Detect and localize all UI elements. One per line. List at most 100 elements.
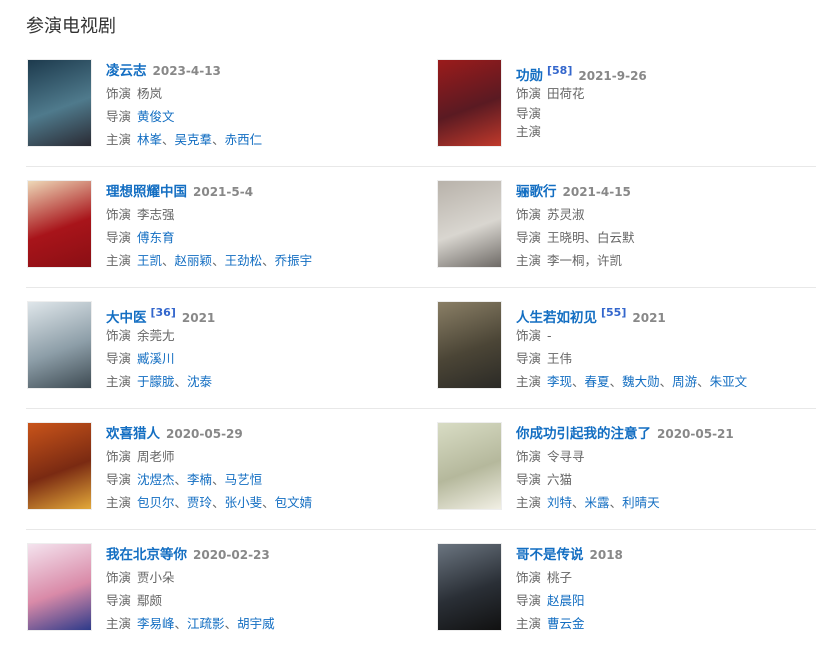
title-line: 欢喜猎人 2020-05-29 [106,423,312,445]
person-link[interactable]: 马艺恒 [224,472,263,487]
separator: 、 [174,616,188,631]
person-link[interactable]: 包贝尔 [137,495,175,510]
reference-link[interactable]: [55] [601,306,627,319]
poster-image[interactable] [27,59,92,147]
person-name: 周老师 [137,449,175,464]
person-link[interactable]: 李楠 [187,472,213,487]
drama-title-link[interactable]: 骊歌行 [516,184,557,200]
poster-image[interactable] [27,180,92,268]
poster-image[interactable] [437,59,502,147]
person-link[interactable]: 朱亚文 [709,374,748,389]
person-name: 王晓明 [547,230,585,245]
person-link[interactable]: 乔振宇 [274,253,313,268]
poster-image[interactable] [437,301,502,389]
director-line: 导演 王伟 [516,347,747,370]
role-label: 饰演 [516,86,542,101]
person-link[interactable]: 李现 [547,374,573,389]
drama-title-link[interactable]: 人生若如初见 [516,310,597,326]
director-label: 导演 [106,109,132,124]
drama-title-link[interactable]: 哥不是传说 [516,547,584,563]
role-label: 饰演 [516,328,542,343]
separator: 、 [572,495,585,510]
person-link[interactable]: 江疏影 [187,616,225,631]
drama-item: 理想照耀中国 2021-5-4 饰演 李志强 导演 傅东育 主演 王凯、赵丽颖、王劲松、乔振宇 [26,179,406,269]
separator: 、 [212,253,225,268]
tv-drama-list: 凌云志 2023-4-13 饰演 杨岚 导演 黄俊文 主演 林峯、吴克羣、赤西仁 功勋 [58] 2… [26,46,816,650]
person-link[interactable]: 魏大勋 [622,374,660,389]
person-link[interactable]: 臧溪川 [137,351,175,366]
release-date: 2021 [632,311,666,325]
poster-image[interactable] [437,543,502,631]
drama-info: 你成功引起我的注意了 2020-05-21 饰演 令寻寻 导演 六猫 主演 刘特、米露、利晴天 [516,423,734,514]
list-row: 大中医 [36] 2021 饰演 余莞尢 导演 臧溪川 主演 于朦胧、沈泰 人生若如初见 [55] 2… [26,288,816,409]
person-link[interactable]: 林峯 [137,132,163,147]
list-row: 我在北京等你 2020-02-23 饰演 贾小朵 导演 鄢颇 主演 李易峰、江疏影、胡宇威 哥不… [26,530,816,650]
person-link[interactable]: 米露 [584,495,610,510]
person-link[interactable]: 包文婧 [274,495,313,510]
person-link[interactable]: 刘特 [547,495,573,510]
separator: 、 [697,374,710,389]
person-link[interactable]: 沈泰 [187,374,213,389]
person-link[interactable]: 傅东育 [137,230,175,245]
drama-info: 我在北京等你 2020-02-23 饰演 贾小朵 导演 鄢颇 主演 李易峰、江疏影、胡宇威 [106,544,275,635]
person-link[interactable]: 沈煜杰 [137,472,175,487]
cast-label: 主演 [106,132,132,147]
person-link[interactable]: 贾玲 [187,495,213,510]
person-link[interactable]: 赵丽颖 [174,253,213,268]
role-line: 饰演 田荷花 [516,82,647,105]
poster-image[interactable] [27,422,92,510]
person-link[interactable]: 李易峰 [137,616,175,631]
person-link[interactable]: 曹云金 [547,616,585,631]
person-link[interactable]: 胡宇威 [237,616,275,631]
role-label: 饰演 [516,570,542,585]
director-label: 导演 [516,351,542,366]
drama-title-link[interactable]: 凌云志 [106,63,147,79]
person-link[interactable]: 赵晨阳 [547,593,585,608]
role-line: 饰演 杨岚 [106,82,262,105]
person-link[interactable]: 利晴天 [622,495,660,510]
person-name: 六猫 [547,472,573,487]
cast-label: 主演 [516,374,542,389]
person-link[interactable]: 王劲松 [224,253,263,268]
title-line: 骊歌行 2021-4-15 [516,181,635,203]
reference-link[interactable]: [58] [547,64,573,77]
drama-item: 欢喜猎人 2020-05-29 饰演 周老师 导演 沈煜杰、李楠、马艺恒 主演 包贝尔、贾玲、… [26,421,406,511]
person-link[interactable]: 于朦胧 [137,374,175,389]
drama-item: 功勋 [58] 2021-9-26 饰演 田荷花 导演 主演 [436,58,816,148]
drama-title-link[interactable]: 功勋 [516,68,543,84]
person-link[interactable]: 黄俊文 [137,109,175,124]
drama-item: 你成功引起我的注意了 2020-05-21 饰演 令寻寻 导演 六猫 主演 刘特、米露、利晴天 [436,421,816,511]
director-label: 导演 [516,593,542,608]
title-line: 功勋 [58] 2021-9-26 [516,60,647,84]
poster-image[interactable] [27,301,92,389]
role-label: 饰演 [106,328,132,343]
director-line: 导演 [516,105,647,123]
reference-link[interactable]: [36] [150,306,176,319]
separator: 、 [212,132,225,147]
drama-title-link[interactable]: 理想照耀中国 [106,184,187,200]
person-link[interactable]: 张小斐 [224,495,263,510]
release-date: 2021-9-26 [578,69,647,83]
drama-title-link[interactable]: 我在北京等你 [106,547,187,563]
drama-item: 大中医 [36] 2021 饰演 余莞尢 导演 臧溪川 主演 于朦胧、沈泰 [26,300,406,390]
person-name: 李志强 [137,207,175,222]
drama-info: 人生若如初见 [55] 2021 饰演 - 导演 王伟 主演 李现、春夏、魏大勋、周游、朱亚文 [516,302,747,393]
drama-title-link[interactable]: 欢喜猎人 [106,426,160,442]
person-name: 白云默 [597,230,635,245]
drama-title-link[interactable]: 大中医 [106,310,147,326]
separator: 、 [174,495,188,510]
drama-title-link[interactable]: 你成功引起我的注意了 [516,426,651,442]
poster-image[interactable] [437,180,502,268]
person-link[interactable]: 赤西仁 [224,132,263,147]
poster-image[interactable] [27,543,92,631]
person-link[interactable]: 周游 [672,374,698,389]
title-line: 人生若如初见 [55] 2021 [516,302,747,326]
cast-label: 主演 [516,495,542,510]
separator: 、 [212,495,225,510]
person-link[interactable]: 春夏 [584,374,610,389]
person-link[interactable]: 王凯 [137,253,163,268]
poster-image[interactable] [437,422,502,510]
title-line: 你成功引起我的注意了 2020-05-21 [516,423,734,445]
person-link[interactable]: 吴克羣 [174,132,213,147]
director-line: 导演 臧溪川 [106,347,215,370]
